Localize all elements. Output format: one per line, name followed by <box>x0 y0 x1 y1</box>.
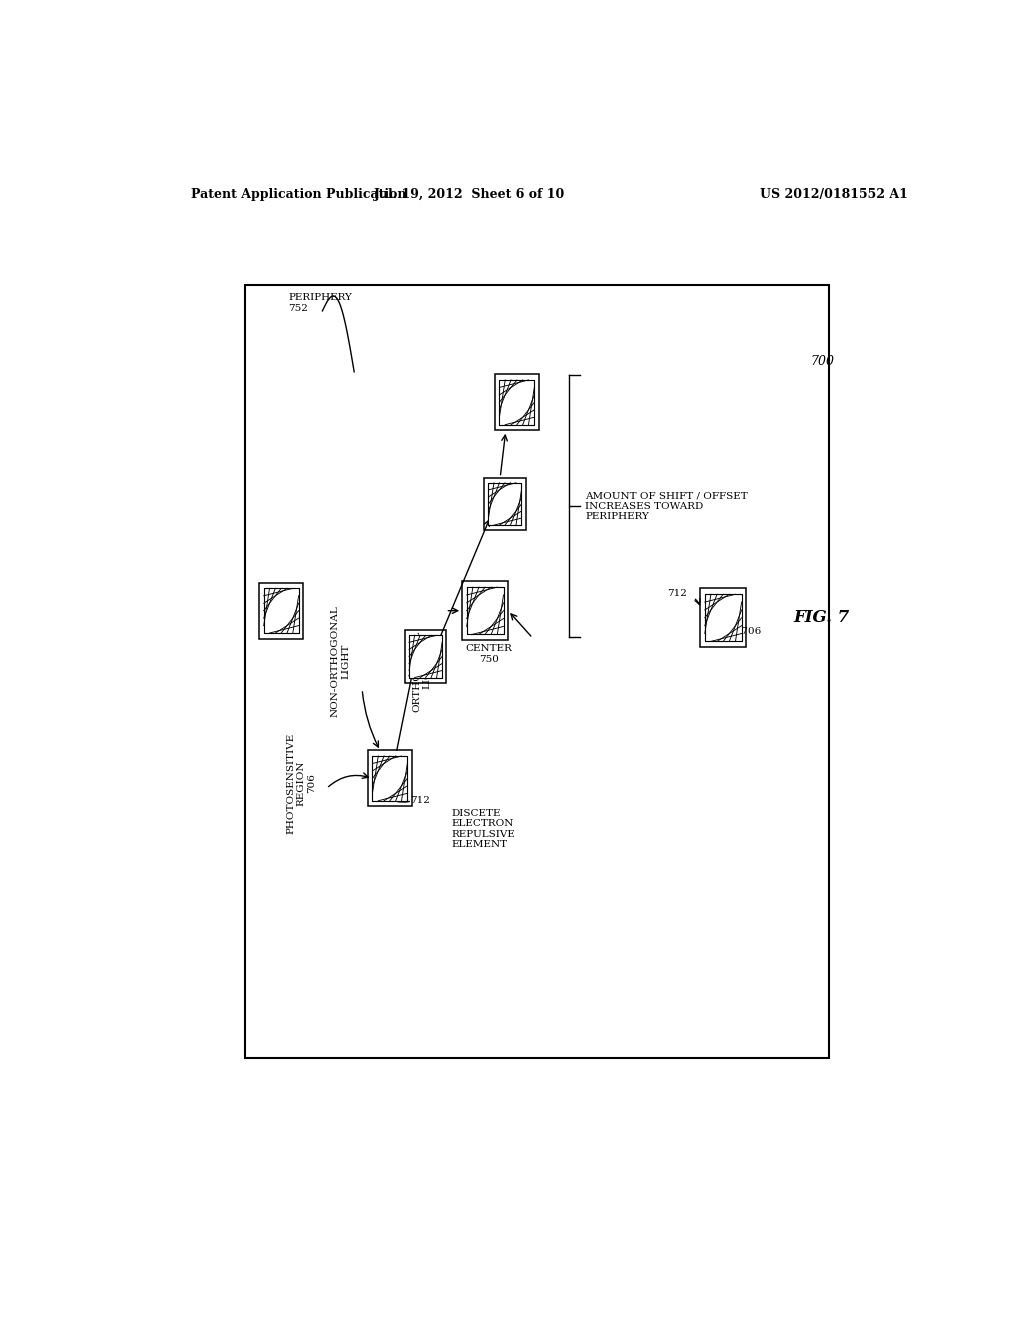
Text: US 2012/0181552 A1: US 2012/0181552 A1 <box>761 189 908 202</box>
Text: AMOUNT OF SHIFT / OFFSET
INCREASES TOWARD
PERIPHERY: AMOUNT OF SHIFT / OFFSET INCREASES TOWAR… <box>585 491 748 521</box>
Bar <box>705 594 741 642</box>
Bar <box>373 756 408 801</box>
Text: 712: 712 <box>668 589 687 598</box>
Bar <box>467 587 504 635</box>
Text: 712: 712 <box>410 796 430 805</box>
Text: —706: —706 <box>731 627 762 635</box>
Text: CENTER
750: CENTER 750 <box>466 644 513 664</box>
Text: FIG. 7: FIG. 7 <box>793 610 849 626</box>
Bar <box>259 582 303 639</box>
Bar <box>404 630 446 682</box>
Bar <box>410 635 442 677</box>
Text: Jul. 19, 2012  Sheet 6 of 10: Jul. 19, 2012 Sheet 6 of 10 <box>374 189 565 202</box>
Text: NON-ORTHOGONAL
LIGHT: NON-ORTHOGONAL LIGHT <box>331 606 350 717</box>
Bar <box>462 581 508 640</box>
Bar <box>246 285 828 1057</box>
Bar <box>500 380 535 425</box>
Bar <box>264 589 299 634</box>
Bar <box>700 589 746 647</box>
Bar <box>488 483 521 525</box>
Text: 700: 700 <box>810 355 835 368</box>
Text: Patent Application Publication: Patent Application Publication <box>191 189 407 202</box>
Text: PHOTOSENSITIVE
REGION
706: PHOTOSENSITIVE REGION 706 <box>286 733 316 834</box>
Text: PERIPHERY
752: PERIPHERY 752 <box>289 293 352 313</box>
Text: DISCETE
ELECTRON
REPULSIVE
ELEMENT: DISCETE ELECTRON REPULSIVE ELEMENT <box>452 809 516 849</box>
Bar <box>368 751 412 807</box>
Bar <box>484 478 525 531</box>
Bar <box>495 375 539 430</box>
Text: ORTHOGONAL
LIGHT: ORTHOGONAL LIGHT <box>412 631 431 713</box>
